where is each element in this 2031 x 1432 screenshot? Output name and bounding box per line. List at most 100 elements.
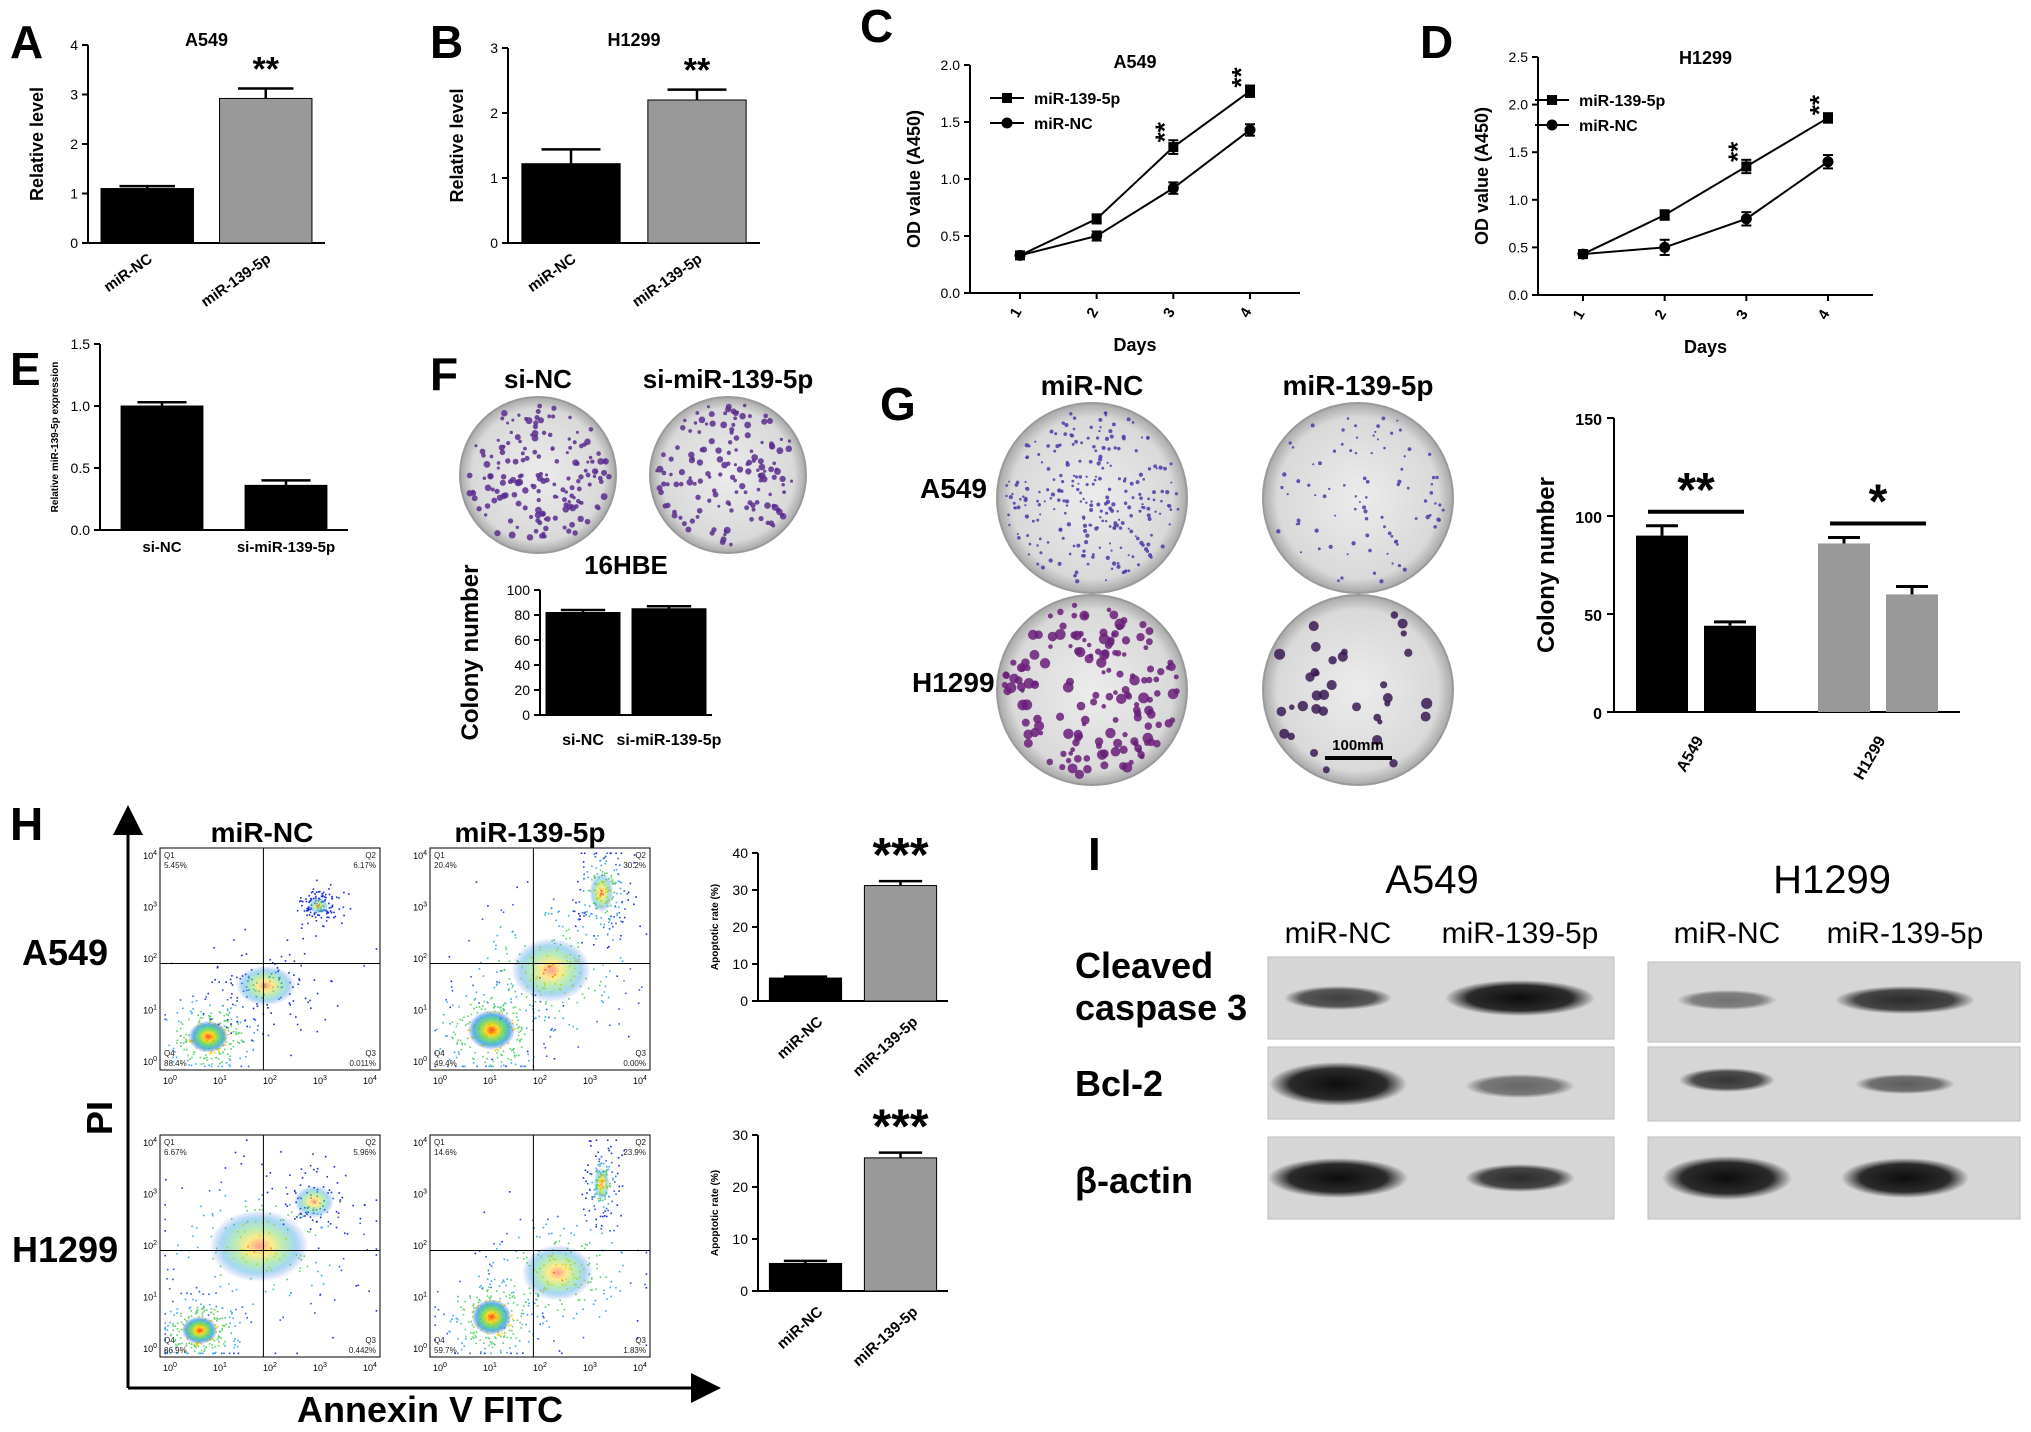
event-dot	[237, 1031, 240, 1034]
event-dot	[177, 1244, 179, 1247]
event-dot	[572, 1317, 575, 1320]
colony	[1074, 475, 1079, 479]
colony	[1096, 749, 1108, 760]
event-dot	[201, 1308, 204, 1311]
event-dot	[516, 1023, 518, 1026]
chart-title: A549	[185, 30, 228, 50]
event-dot	[336, 1005, 339, 1007]
event-dot	[616, 912, 618, 915]
colony	[602, 459, 607, 464]
event-dot	[176, 1352, 179, 1355]
event-dot	[474, 997, 477, 1000]
event-dot	[599, 1215, 602, 1218]
event-dot	[244, 1312, 247, 1315]
density-core	[188, 1020, 229, 1053]
event-dot	[600, 1227, 603, 1230]
event-dot	[507, 1057, 510, 1060]
colony	[494, 530, 501, 537]
event-dot	[593, 968, 595, 971]
event-dot	[176, 1252, 178, 1255]
event-dot	[606, 910, 608, 912]
colony	[572, 530, 578, 536]
event-dot	[202, 1062, 205, 1065]
event-dot	[473, 999, 476, 1001]
event-dot	[469, 1003, 472, 1006]
event-dot	[599, 1165, 601, 1167]
event-dot	[618, 1270, 621, 1273]
colony	[1098, 633, 1110, 645]
event-dot	[511, 1325, 514, 1328]
colony	[1092, 691, 1100, 699]
event-dot	[180, 1041, 182, 1044]
event-dot	[593, 1205, 596, 1207]
event-dot	[469, 1297, 472, 1299]
event-dot	[586, 1192, 588, 1194]
event-dot	[512, 903, 514, 906]
colony	[744, 421, 752, 429]
event-dot	[587, 889, 590, 892]
panel-letter-i: I	[1088, 828, 1101, 880]
colony	[1072, 738, 1080, 747]
colony-dots	[1274, 611, 1433, 774]
colony	[1328, 487, 1331, 491]
event-dot	[187, 1054, 190, 1057]
colony-dots	[655, 403, 794, 547]
colony	[524, 455, 530, 461]
event-dot	[534, 1302, 536, 1305]
colony	[1141, 543, 1145, 547]
event-dot	[511, 1019, 514, 1022]
event-dot	[465, 995, 468, 997]
event-dot	[456, 1022, 459, 1025]
event-dot	[507, 1302, 509, 1305]
colony	[1337, 651, 1348, 662]
event-dot	[554, 1028, 556, 1031]
y-tick-label: 60	[514, 632, 530, 648]
h-row-label-h1299: H1299	[12, 1229, 118, 1270]
event-dot	[216, 1338, 219, 1341]
event-dot	[252, 1007, 255, 1010]
colony	[1372, 571, 1377, 575]
event-dot	[310, 1007, 312, 1009]
event-dot	[332, 1336, 334, 1339]
colony	[765, 520, 770, 526]
colony	[685, 526, 692, 533]
event-dot	[300, 1029, 302, 1031]
event-dot	[258, 1198, 261, 1201]
event-dot	[490, 1295, 493, 1298]
event-dot	[488, 1337, 491, 1340]
colony	[700, 446, 708, 453]
colony	[695, 494, 701, 501]
event-dot	[633, 861, 635, 864]
colony	[729, 474, 736, 480]
event-dot	[499, 1006, 501, 1009]
event-dot	[515, 1012, 518, 1014]
colony	[696, 507, 703, 514]
colony	[1017, 535, 1021, 540]
event-dot	[202, 1293, 204, 1295]
event-dot	[321, 892, 324, 895]
x-axis-label: Days	[1113, 335, 1156, 355]
colony	[606, 473, 612, 480]
colony	[1047, 613, 1053, 619]
event-dot	[525, 996, 528, 998]
event-dot	[375, 1248, 378, 1250]
colony	[1155, 721, 1162, 729]
event-dot	[586, 1182, 589, 1185]
event-dot	[629, 882, 632, 885]
colony	[1406, 486, 1410, 490]
event-dot	[240, 1039, 243, 1042]
colony	[1365, 533, 1370, 538]
event-dot	[554, 1242, 556, 1244]
event-dot	[325, 896, 327, 899]
colony	[744, 505, 750, 511]
colony	[1402, 567, 1407, 572]
event-dot	[551, 1027, 553, 1030]
event-dot	[555, 1240, 557, 1243]
event-dot	[610, 874, 613, 877]
colony	[758, 463, 766, 471]
event-dot	[237, 1352, 240, 1355]
i-cell-line-a549: A549	[1385, 858, 1478, 902]
colony	[1160, 499, 1163, 503]
event-dot	[217, 1325, 219, 1328]
colony	[1039, 513, 1042, 516]
